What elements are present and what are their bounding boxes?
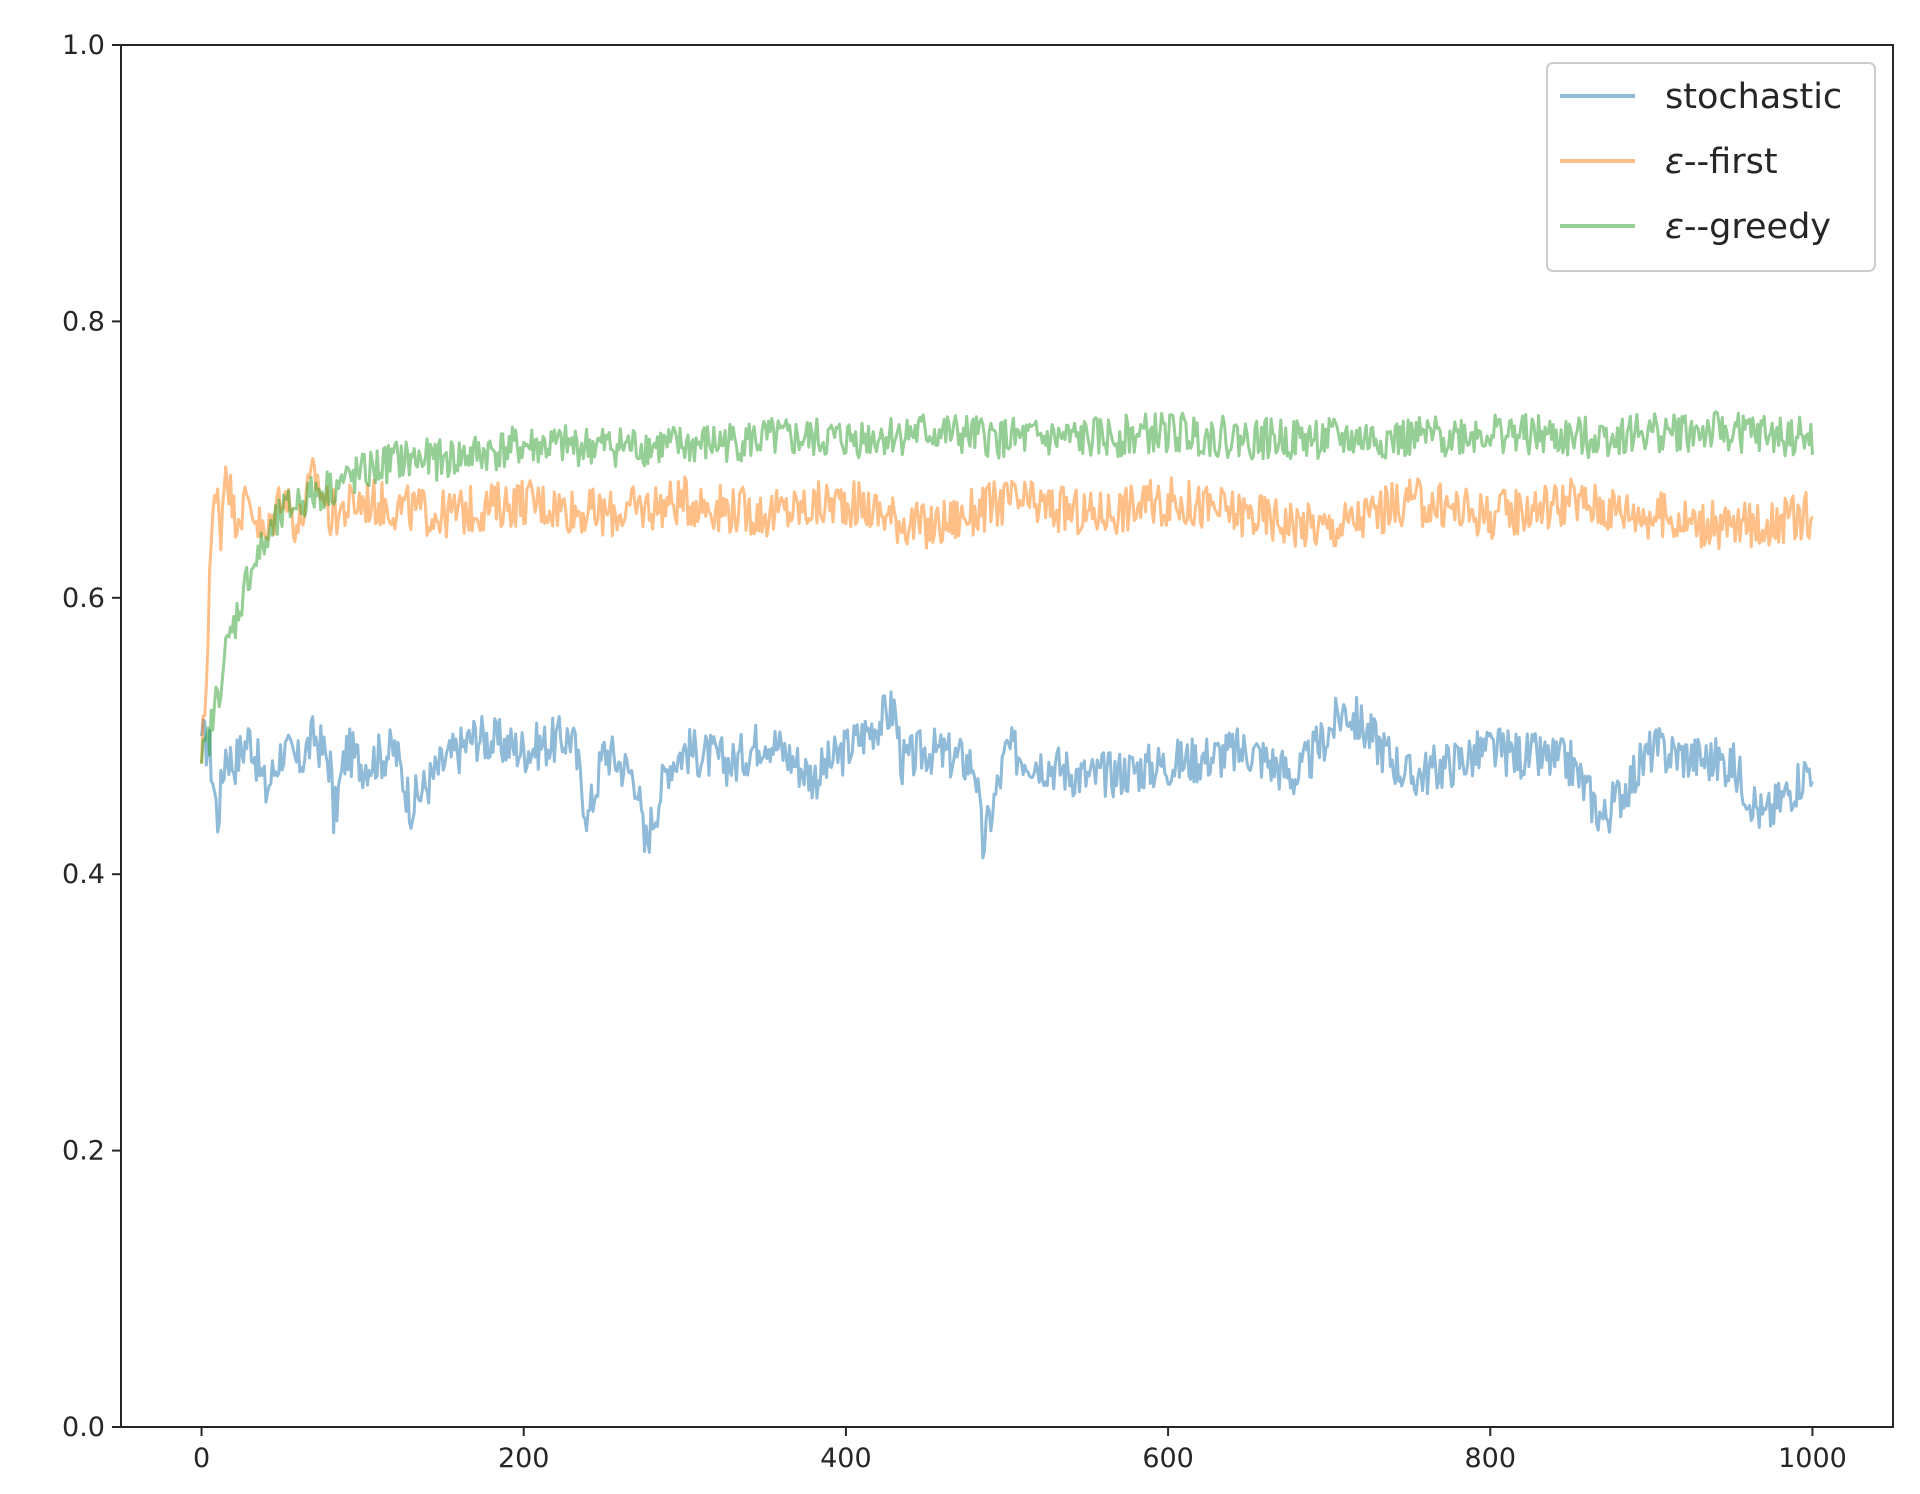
x-tick-label: 800: [1464, 1443, 1516, 1474]
x-tick-label: 1000: [1778, 1443, 1847, 1474]
y-tick-label: 1.0: [62, 30, 105, 61]
series-layer: [200, 410, 1814, 860]
x-axis: 0 200 400 600 800 1000: [193, 1427, 1847, 1474]
series-line-0: [200, 690, 1814, 860]
y-tick-label: 0.4: [62, 859, 105, 890]
x-tick-label: 400: [820, 1443, 872, 1474]
legend-label: stochastic: [1665, 77, 1842, 117]
y-axis: 0.0 0.2 0.4 0.6 0.8 1.0: [62, 30, 121, 1443]
series-line-2: [200, 410, 1814, 764]
legend-box: [1546, 62, 1876, 272]
legend-label: ε--first: [1665, 142, 1778, 182]
x-tick-label: 600: [1142, 1443, 1194, 1474]
legend-label: ε--greedy: [1665, 207, 1831, 247]
y-tick-label: 0.8: [62, 306, 105, 337]
y-tick-label: 0.0: [62, 1412, 105, 1443]
y-tick-label: 0.2: [62, 1136, 105, 1167]
plot-frame: [120, 44, 1894, 1428]
legend: stochastic ε--first ε--greedy: [1546, 62, 1876, 272]
x-tick-label: 200: [498, 1443, 550, 1474]
y-tick-label: 0.6: [62, 583, 105, 614]
x-tick-label: 0: [193, 1443, 210, 1474]
series-line-1: [200, 456, 1814, 764]
